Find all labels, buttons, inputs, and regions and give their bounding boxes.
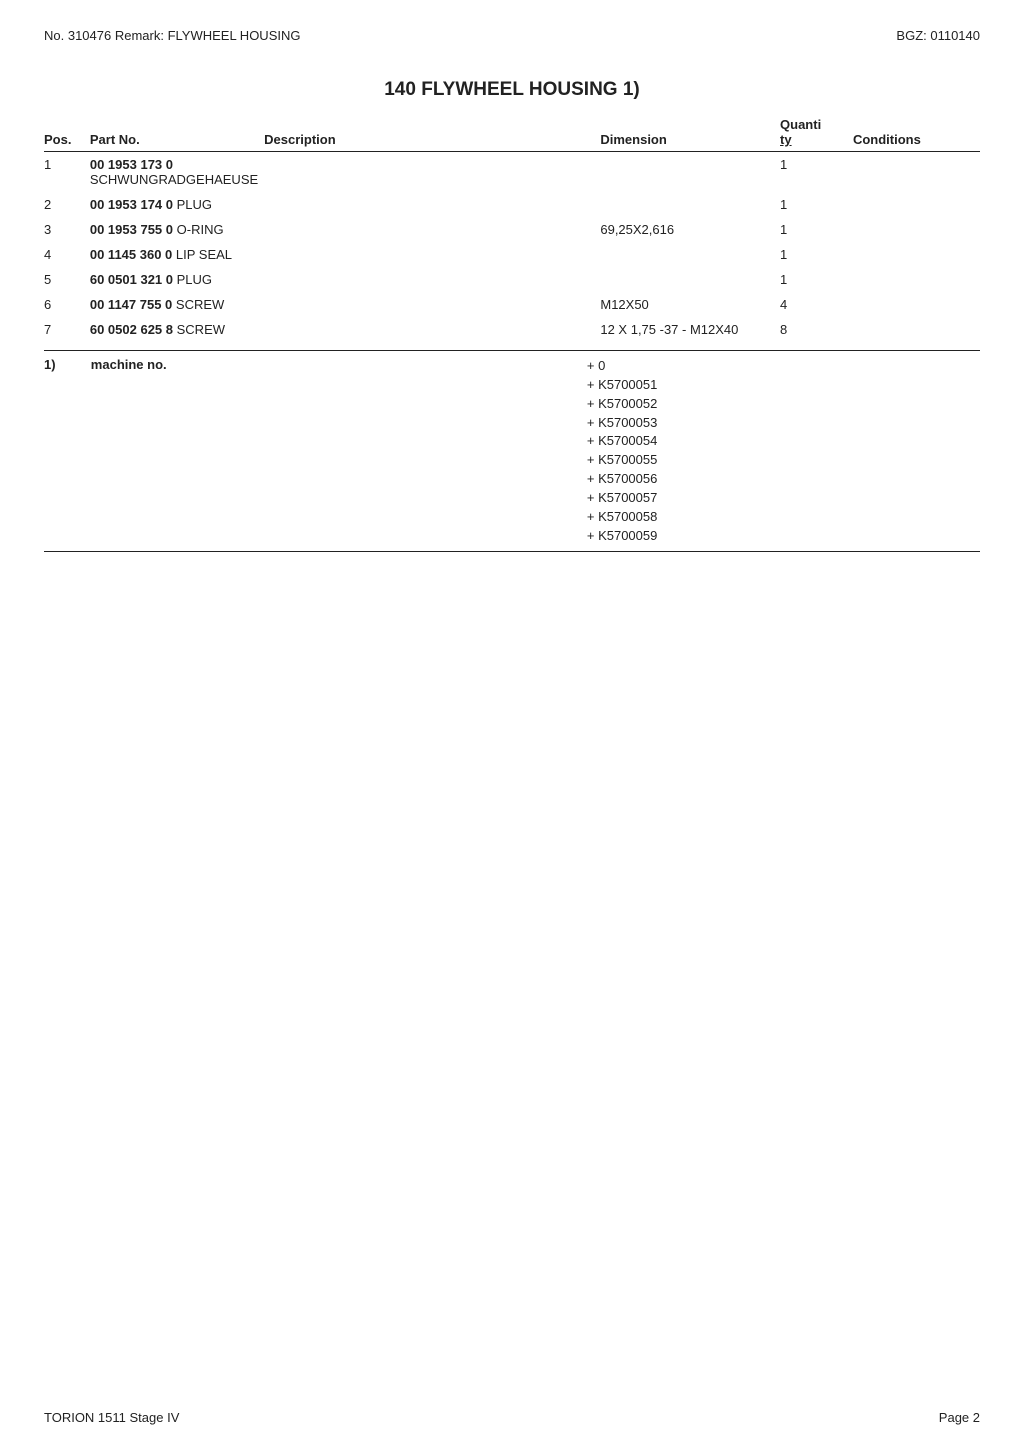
cell-part: 00 1145 360 0 LIP SEAL xyxy=(90,242,264,267)
cell-cond xyxy=(853,192,980,217)
cell-cond xyxy=(853,317,980,342)
cell-dim xyxy=(600,192,780,217)
cell-cond xyxy=(853,217,980,242)
part-desc: SCREW xyxy=(176,297,224,312)
part-desc: SCREW xyxy=(177,322,225,337)
parts-table-body: 1 00 1953 173 0 SCHWUNGRADGEHAEUSE 1 2 0… xyxy=(44,152,980,343)
cell-pos: 4 xyxy=(44,242,90,267)
col-qty-header-top: Quanti xyxy=(780,117,821,132)
cell-pos: 6 xyxy=(44,292,90,317)
part-desc: SCHWUNGRADGEHAEUSE xyxy=(90,172,258,187)
footnote-values: + 0 + K5700051 + K5700052 + K5700053 + K… xyxy=(587,357,980,545)
footnote-value: + K5700057 xyxy=(587,489,980,508)
parts-table: Pos. Part No. Description Dimension Quan… xyxy=(44,111,980,342)
cell-dim: M12X50 xyxy=(600,292,780,317)
footnote-value: + K5700056 xyxy=(587,470,980,489)
col-qty-header-bottom: ty xyxy=(780,132,847,147)
cell-part: 00 1953 173 0 SCHWUNGRADGEHAEUSE xyxy=(90,152,264,193)
cell-part: 60 0502 625 8 SCREW xyxy=(90,317,264,342)
col-pos-header: Pos. xyxy=(44,111,90,152)
footnote-row: 1) machine no. + 0 + K5700051 + K5700052… xyxy=(44,350,980,552)
parts-table-head: Pos. Part No. Description Dimension Quan… xyxy=(44,111,980,152)
footnote-block: 1) machine no. + 0 + K5700051 + K5700052… xyxy=(44,350,980,552)
footer-right: Page 2 xyxy=(939,1410,980,1425)
col-dim-header: Dimension xyxy=(600,111,780,152)
cell-pos: 1 xyxy=(44,152,90,193)
cell-qty: 1 xyxy=(780,242,853,267)
cell-qty: 8 xyxy=(780,317,853,342)
table-row: 7 60 0502 625 8 SCREW 12 X 1,75 -37 - M1… xyxy=(44,317,980,342)
footnote-spacer xyxy=(231,357,587,545)
cell-part: 60 0501 321 0 PLUG xyxy=(90,267,264,292)
table-row: 2 00 1953 174 0 PLUG 1 xyxy=(44,192,980,217)
footnote-value: + K5700055 xyxy=(587,451,980,470)
cell-qty: 1 xyxy=(780,267,853,292)
cell-dim xyxy=(600,242,780,267)
cell-desc-spacer xyxy=(264,242,600,267)
footnote-value: + K5700059 xyxy=(587,527,980,546)
cell-pos: 2 xyxy=(44,192,90,217)
part-desc: PLUG xyxy=(177,197,212,212)
table-row: 5 60 0501 321 0 PLUG 1 xyxy=(44,267,980,292)
cell-desc-spacer xyxy=(264,292,600,317)
col-qty-header: Quanti ty xyxy=(780,111,853,152)
part-desc: O-RING xyxy=(177,222,224,237)
cell-cond xyxy=(853,267,980,292)
cell-part: 00 1953 174 0 PLUG xyxy=(90,192,264,217)
footnote-value: + K5700051 xyxy=(587,376,980,395)
part-desc: LIP SEAL xyxy=(176,247,232,262)
cell-desc-spacer xyxy=(264,217,600,242)
cell-dim: 69,25X2,616 xyxy=(600,217,780,242)
header-left: No. 310476 Remark: FLYWHEEL HOUSING xyxy=(44,28,300,43)
col-cond-header: Conditions xyxy=(853,111,980,152)
header-right: BGZ: 0110140 xyxy=(896,28,980,43)
table-row: 3 00 1953 755 0 O-RING 69,25X2,616 1 xyxy=(44,217,980,242)
part-number: 00 1953 755 0 xyxy=(90,222,173,237)
footnote-value: + K5700058 xyxy=(587,508,980,527)
part-number: 00 1953 174 0 xyxy=(90,197,173,212)
col-desc-header: Description xyxy=(264,111,600,152)
page-title: 140 FLYWHEEL HOUSING 1) xyxy=(44,79,980,101)
part-desc: PLUG xyxy=(177,272,212,287)
cell-pos: 7 xyxy=(44,317,90,342)
page-header: No. 310476 Remark: FLYWHEEL HOUSING BGZ:… xyxy=(44,28,980,43)
footnote-value: + K5700054 xyxy=(587,432,980,451)
cell-pos: 3 xyxy=(44,217,90,242)
cell-qty: 1 xyxy=(780,192,853,217)
footnote-label: machine no. xyxy=(91,357,231,545)
table-row: 6 00 1147 755 0 SCREW M12X50 4 xyxy=(44,292,980,317)
cell-dim: 12 X 1,75 -37 - M12X40 xyxy=(600,317,780,342)
footnote-value: + 0 xyxy=(587,357,980,376)
cell-cond xyxy=(853,292,980,317)
cell-cond xyxy=(853,242,980,267)
cell-desc-spacer xyxy=(264,317,600,342)
cell-cond xyxy=(853,152,980,193)
cell-part: 00 1953 755 0 O-RING xyxy=(90,217,264,242)
part-number: 60 0501 321 0 xyxy=(90,272,173,287)
cell-dim xyxy=(600,152,780,193)
cell-desc-spacer xyxy=(264,192,600,217)
cell-qty: 1 xyxy=(780,152,853,193)
cell-qty: 4 xyxy=(780,292,853,317)
footnote-value: + K5700053 xyxy=(587,414,980,433)
cell-desc-spacer xyxy=(264,152,600,193)
footnote-number: 1) xyxy=(44,357,91,545)
table-row: 1 00 1953 173 0 SCHWUNGRADGEHAEUSE 1 xyxy=(44,152,980,193)
page: No. 310476 Remark: FLYWHEEL HOUSING BGZ:… xyxy=(0,0,1024,1449)
cell-qty: 1 xyxy=(780,217,853,242)
table-row: 4 00 1145 360 0 LIP SEAL 1 xyxy=(44,242,980,267)
col-part-header: Part No. xyxy=(90,111,264,152)
cell-pos: 5 xyxy=(44,267,90,292)
part-number: 00 1953 173 0 xyxy=(90,157,173,172)
part-number: 60 0502 625 8 xyxy=(90,322,173,337)
footnote-value: + K5700052 xyxy=(587,395,980,414)
part-number: 00 1147 755 0 xyxy=(90,297,172,312)
cell-dim xyxy=(600,267,780,292)
part-number: 00 1145 360 0 xyxy=(90,247,172,262)
cell-desc-spacer xyxy=(264,267,600,292)
cell-part: 00 1147 755 0 SCREW xyxy=(90,292,264,317)
footer-left: TORION 1511 Stage IV xyxy=(44,1410,179,1425)
page-footer: TORION 1511 Stage IV Page 2 xyxy=(44,1410,980,1425)
